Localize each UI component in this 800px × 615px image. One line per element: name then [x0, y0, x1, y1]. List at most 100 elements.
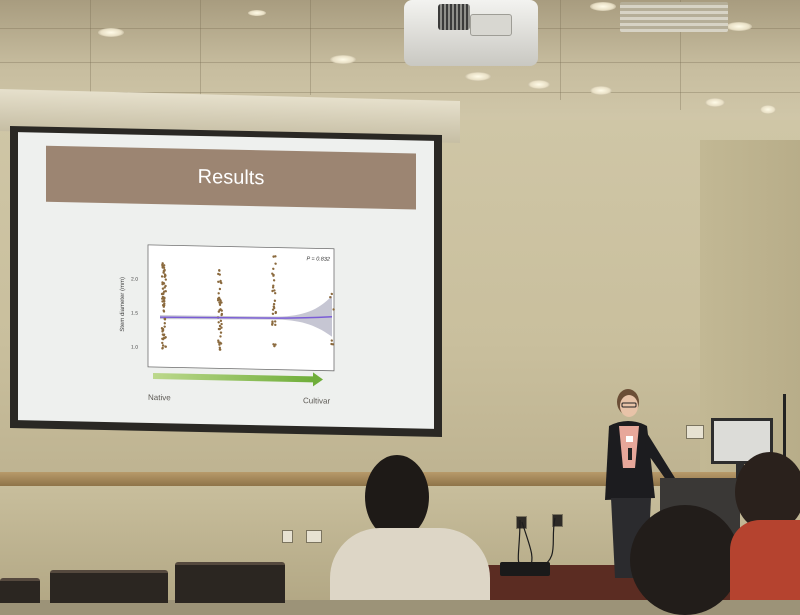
data-point — [272, 279, 276, 282]
data-point — [217, 280, 220, 283]
ceiling-light-icon — [726, 22, 752, 31]
y-tick-label: 1.0 — [131, 345, 138, 351]
data-point — [219, 331, 223, 334]
microphone-stand-icon — [783, 394, 786, 484]
data-point — [272, 302, 276, 306]
data-point — [218, 287, 222, 291]
data-point — [220, 301, 223, 304]
data-point — [271, 272, 274, 275]
native-to-cultivar-arrow — [153, 372, 313, 383]
projector-lens-icon — [470, 14, 512, 36]
data-point — [272, 274, 275, 277]
wall-outlet-icon — [282, 530, 293, 543]
data-point — [162, 271, 165, 274]
data-point — [161, 262, 164, 265]
ceiling-light-icon — [590, 86, 612, 95]
data-point — [218, 308, 221, 312]
wall-outlet-icon — [306, 530, 322, 543]
data-point — [218, 303, 222, 306]
data-point — [220, 313, 223, 317]
data-points — [160, 255, 335, 351]
data-point — [218, 341, 221, 344]
ceiling-light-icon — [98, 28, 124, 37]
data-point — [163, 325, 166, 328]
data-point — [271, 289, 274, 293]
power-strip-icon — [500, 562, 550, 576]
data-point — [161, 341, 164, 345]
data-point — [161, 295, 165, 299]
data-point — [272, 343, 275, 346]
data-point — [162, 297, 166, 301]
presenter-shirt — [619, 426, 639, 468]
audience-member-head — [365, 455, 429, 539]
native-label: Native — [148, 392, 171, 403]
audience-member-jacket — [730, 520, 800, 600]
data-point — [217, 327, 221, 331]
data-point — [216, 299, 220, 302]
cables — [500, 517, 556, 576]
data-point — [273, 289, 276, 292]
ceiling-light-icon — [705, 98, 725, 107]
data-point — [272, 284, 275, 287]
ceiling-light-icon — [760, 105, 776, 114]
data-point — [219, 342, 223, 345]
audience-member-head — [735, 452, 800, 532]
data-point — [164, 289, 167, 293]
ceiling-light-icon — [248, 10, 266, 16]
data-point — [163, 299, 166, 303]
data-point — [161, 282, 165, 285]
data-point — [218, 324, 222, 328]
audience-member-head — [630, 505, 740, 615]
ceiling-light-icon — [590, 2, 616, 11]
data-point — [164, 273, 167, 277]
data-point — [332, 308, 335, 311]
data-point — [162, 266, 166, 269]
data-point — [274, 310, 278, 314]
data-point — [220, 309, 224, 312]
data-point — [219, 335, 222, 338]
data-point — [161, 330, 164, 333]
data-point — [163, 336, 166, 340]
data-point — [163, 322, 166, 325]
data-point — [274, 255, 277, 258]
glasses-icon — [621, 402, 637, 408]
data-point — [330, 292, 334, 296]
data-point — [164, 278, 167, 281]
slide-title: Results — [197, 165, 265, 190]
data-point — [218, 346, 222, 349]
presentation-slide: Results 2.0 1.5 1.0 Stem diameter (mm) P… — [18, 132, 434, 429]
data-point — [163, 302, 166, 305]
data-point — [161, 287, 165, 290]
ceiling-light-icon — [330, 55, 356, 64]
data-point — [273, 344, 276, 348]
data-point — [271, 312, 275, 316]
ceiling-light-icon — [465, 72, 491, 81]
data-point — [162, 333, 166, 336]
y-tick-label: 1.5 — [131, 311, 138, 317]
projector-vent-icon — [438, 4, 470, 30]
data-point — [272, 255, 275, 258]
wall-outlet-icon — [552, 514, 563, 527]
audience-chair — [50, 570, 168, 603]
data-point — [161, 292, 164, 295]
data-point — [217, 292, 220, 295]
confidence-band — [160, 295, 332, 337]
data-point — [160, 326, 164, 330]
air-vent — [620, 2, 728, 32]
data-point — [160, 275, 164, 278]
data-point — [162, 309, 165, 312]
trend-line — [159, 316, 333, 319]
plot-frame — [147, 244, 335, 372]
data-point — [274, 262, 277, 265]
wall-switch-icon — [686, 425, 704, 439]
data-point — [220, 281, 223, 285]
ceiling-light-icon — [528, 80, 550, 89]
data-point — [219, 299, 222, 303]
data-point — [161, 347, 164, 350]
data-point — [164, 284, 167, 288]
scatter-plot: 2.0 1.5 1.0 Stem diameter (mm) P = 0.832 — [120, 244, 335, 372]
data-point — [218, 301, 221, 304]
y-tick-label: 2.0 — [131, 277, 138, 283]
audience-chair — [0, 578, 40, 603]
data-point — [218, 348, 222, 351]
